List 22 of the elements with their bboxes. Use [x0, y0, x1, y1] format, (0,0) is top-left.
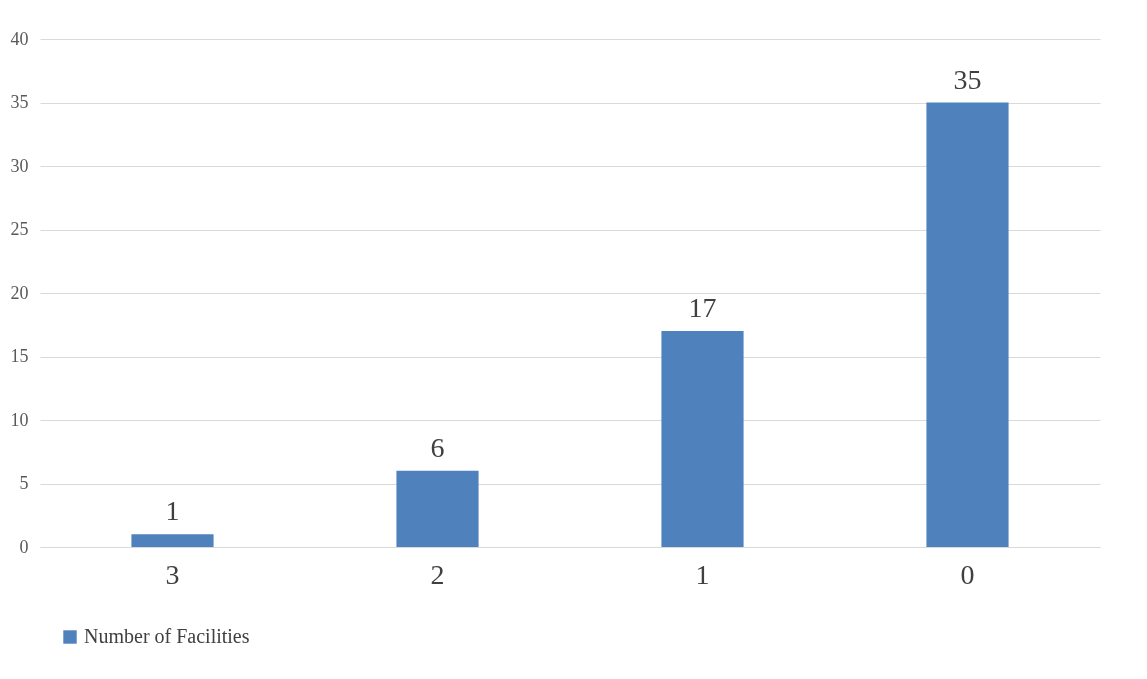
y-tick-label: 0 — [19, 536, 29, 557]
bar — [131, 534, 214, 547]
x-tick-label: 2 — [430, 558, 445, 590]
y-tick-label: 35 — [10, 92, 29, 112]
y-tick-label: 5 — [19, 473, 29, 493]
bar — [926, 102, 1009, 547]
y-tick-label: 15 — [10, 346, 29, 366]
y-tick-label: 30 — [10, 155, 29, 176]
bar — [396, 470, 479, 547]
data-label: 1 — [165, 495, 180, 527]
data-label: 17 — [688, 292, 717, 324]
x-tick-label: 3 — [165, 558, 180, 590]
legend-label: Number of Facilities — [84, 625, 250, 647]
bar — [661, 331, 744, 547]
y-tick-label: 10 — [10, 409, 29, 430]
data-label: 35 — [953, 63, 982, 95]
x-tick-label: 0 — [960, 558, 975, 590]
y-tick-label: 40 — [10, 28, 29, 49]
y-tick-label: 20 — [10, 282, 29, 303]
y-tick-label: 25 — [10, 219, 29, 239]
x-tick-label: 1 — [695, 558, 710, 590]
data-label: 6 — [430, 431, 445, 463]
